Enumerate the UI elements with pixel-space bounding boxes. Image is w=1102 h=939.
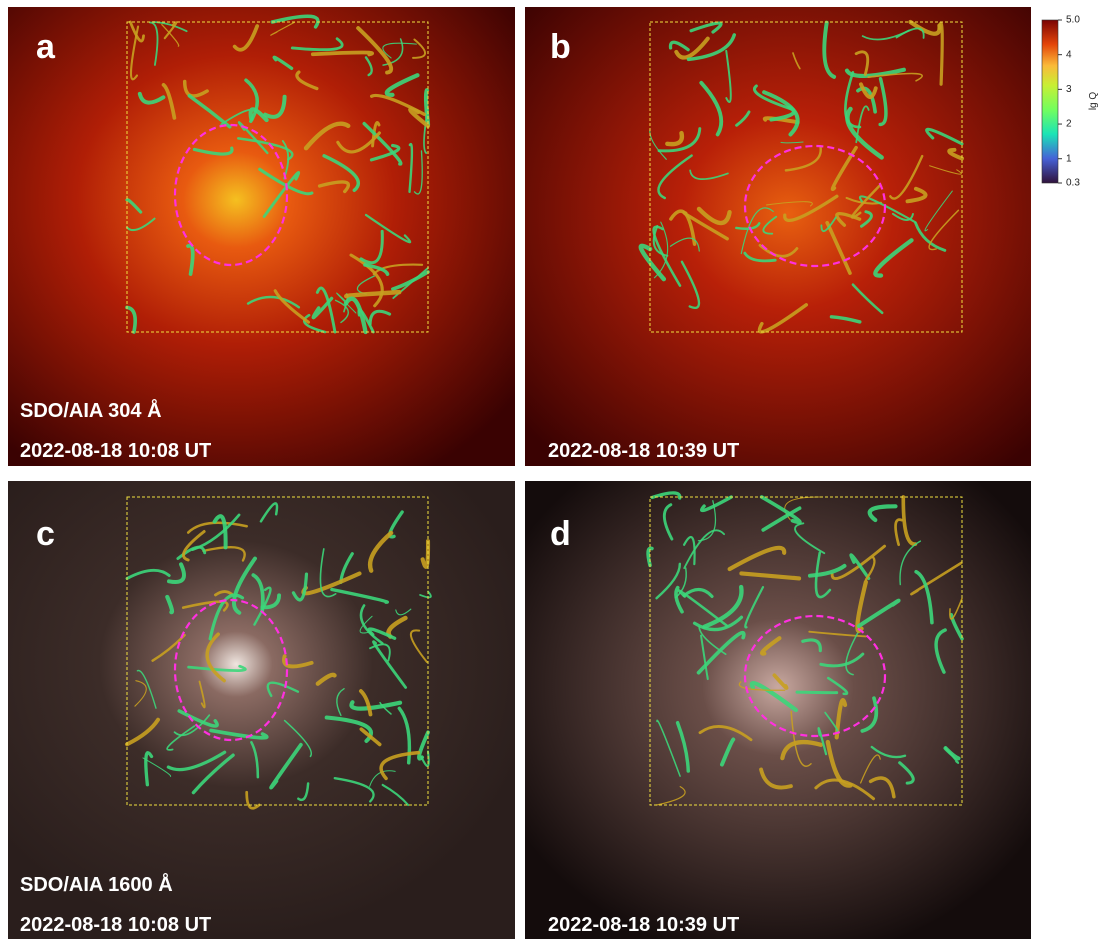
colorbar-tick-label: 4	[1066, 49, 1072, 60]
time-label: 2022-08-18 10:08 UT	[20, 914, 211, 936]
panel-letter: b	[550, 28, 571, 66]
figure: a SDO/AIA 304 Å 2022-08-18 10:08 UT b 20…	[0, 0, 1102, 939]
panel-letter: c	[36, 515, 55, 553]
colorbar	[1042, 20, 1058, 183]
colorbar-tick-label: 1	[1066, 153, 1072, 164]
field-line	[797, 692, 837, 693]
colorbar-label: lg Q	[1088, 92, 1099, 111]
time-label: 2022-08-18 10:39 UT	[548, 440, 739, 462]
colorbar-ticks: 5.0 4 3 2 1 0.3	[1058, 15, 1080, 189]
instrument-label: SDO/AIA 304 Å	[20, 398, 162, 422]
panel-letter: d	[550, 515, 571, 553]
panel-image	[8, 481, 515, 939]
colorbar-tick-label: 0.3	[1066, 178, 1080, 189]
panels	[8, 7, 1031, 939]
time-label: 2022-08-18 10:08 UT	[20, 440, 211, 462]
colorbar-tick-label: 2	[1066, 119, 1072, 130]
instrument-label: SDO/AIA 1600 Å	[20, 872, 173, 896]
panel-image	[525, 7, 1031, 466]
panel-letter: a	[36, 28, 56, 66]
colorbar-tick-label: 3	[1066, 84, 1072, 95]
field-line	[313, 53, 372, 55]
colorbar-tick-label: 5.0	[1066, 15, 1080, 26]
time-label: 2022-08-18 10:39 UT	[548, 914, 739, 936]
panel-image	[8, 7, 515, 466]
